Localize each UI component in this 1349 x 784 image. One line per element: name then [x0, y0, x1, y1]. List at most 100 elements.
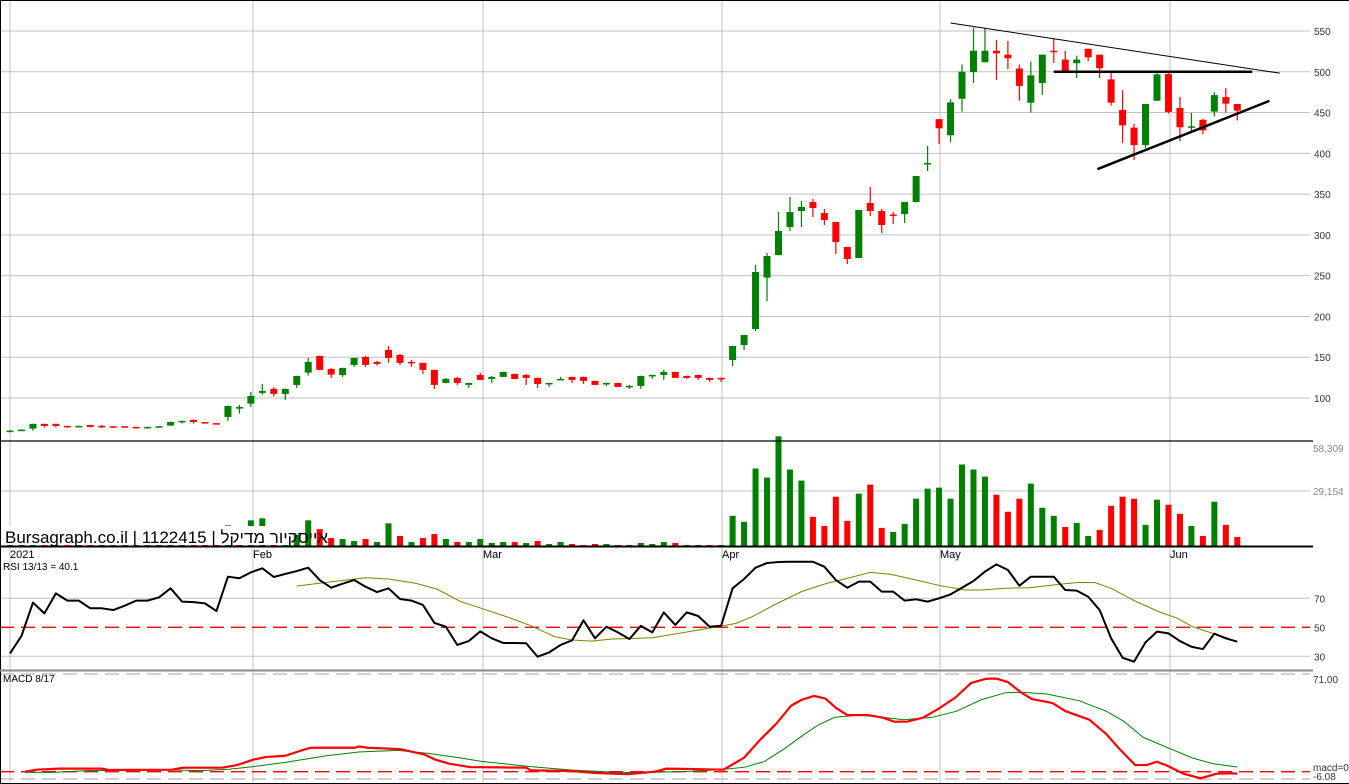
candle — [992, 39, 1000, 81]
volume-bar — [201, 544, 208, 546]
price-tick-label: 350 — [1314, 190, 1331, 201]
month-label-may: May — [940, 549, 961, 561]
candle-body — [855, 210, 863, 258]
volume-bar — [534, 541, 541, 546]
volume-bar — [488, 543, 495, 546]
candle — [201, 421, 209, 424]
volume-bar — [1131, 498, 1138, 546]
month-label-mar: Mar — [483, 549, 502, 561]
macd-panel — [24, 677, 1238, 780]
candle-body — [969, 50, 977, 73]
candle-body — [98, 425, 106, 428]
candle-body — [614, 382, 622, 387]
volume-bar — [1050, 515, 1057, 546]
candle — [969, 27, 977, 83]
macd-line — [24, 677, 1238, 780]
candle — [258, 383, 266, 395]
candle-body — [224, 405, 232, 417]
candle — [144, 426, 152, 429]
candle — [843, 246, 851, 265]
price-tick-label: 500 — [1314, 68, 1331, 79]
candle-body — [1130, 127, 1138, 146]
candle — [901, 201, 909, 223]
volume-bar — [1234, 536, 1241, 546]
candle-body — [580, 376, 587, 381]
upper-trendline — [950, 22, 1280, 74]
candle — [981, 28, 989, 63]
volume-bar — [1085, 535, 1092, 546]
candle — [889, 211, 897, 224]
volume-bar — [133, 544, 140, 546]
candle — [385, 345, 393, 363]
candle — [52, 423, 60, 428]
candle-body — [671, 371, 679, 378]
candle-body — [534, 377, 542, 384]
candle-body — [545, 382, 553, 385]
volume-bar — [981, 476, 988, 546]
price-tick-label: 150 — [1314, 353, 1331, 364]
candle-body — [86, 424, 94, 427]
candle — [167, 421, 175, 426]
volume-bar — [75, 544, 82, 546]
candle-body — [17, 429, 25, 432]
candle — [774, 211, 782, 256]
candle-body — [75, 425, 83, 428]
rsi-tick-label: 50 — [1314, 623, 1326, 634]
candle — [1222, 88, 1230, 113]
candle-body — [625, 385, 633, 388]
candle — [568, 376, 576, 383]
candle — [832, 221, 840, 254]
price-tick-label: 300 — [1314, 231, 1331, 242]
candle — [155, 426, 163, 428]
candle — [866, 187, 874, 216]
candle — [75, 425, 83, 428]
brand-label: Bursagraph.co.il | 1122415 | אייסקיור מד… — [5, 528, 328, 547]
volume-bar — [477, 539, 484, 546]
volume-bar — [1004, 511, 1011, 546]
candle-body — [820, 213, 828, 220]
candle — [1084, 48, 1092, 62]
candle-body — [602, 382, 610, 385]
volume-bar — [1039, 507, 1046, 546]
month-label-jan: 2021 — [10, 549, 34, 561]
trendline-annotations — [950, 22, 1280, 171]
candle — [648, 374, 656, 379]
rsi-panel — [9, 560, 1238, 663]
candle — [247, 391, 255, 407]
candle — [29, 423, 37, 431]
candle — [407, 359, 415, 367]
candle — [86, 424, 94, 428]
volume-bar — [305, 520, 312, 546]
volume-bar — [660, 542, 667, 546]
candle-body — [1142, 103, 1150, 146]
volume-bar — [798, 480, 805, 546]
candle-body — [1050, 50, 1058, 53]
volume-bar — [1142, 524, 1149, 546]
volume-bar — [1096, 529, 1103, 546]
volume-bar — [1176, 513, 1183, 546]
candle-body — [442, 378, 450, 383]
candle — [316, 355, 324, 371]
price-tick-label: 250 — [1314, 272, 1331, 283]
candle-body — [729, 345, 737, 361]
volume-bar — [832, 496, 839, 546]
volume-bar — [569, 544, 576, 546]
volume-bar — [913, 498, 920, 546]
volume-bar — [959, 464, 966, 546]
volume-bar — [121, 544, 128, 546]
volume-bar — [821, 525, 828, 546]
candle-body — [430, 369, 438, 385]
candle — [1107, 72, 1115, 106]
candle-body — [1210, 95, 1218, 112]
volume-bar — [867, 484, 874, 546]
candle — [1073, 55, 1081, 79]
candle — [1038, 54, 1046, 95]
candle — [304, 357, 312, 376]
rsi-tick-label: 70 — [1314, 594, 1326, 605]
candle — [740, 334, 748, 350]
candle — [212, 423, 220, 425]
volume-bar — [855, 493, 862, 546]
volume-bar — [511, 542, 518, 546]
price-tick-label: 400 — [1314, 149, 1331, 160]
